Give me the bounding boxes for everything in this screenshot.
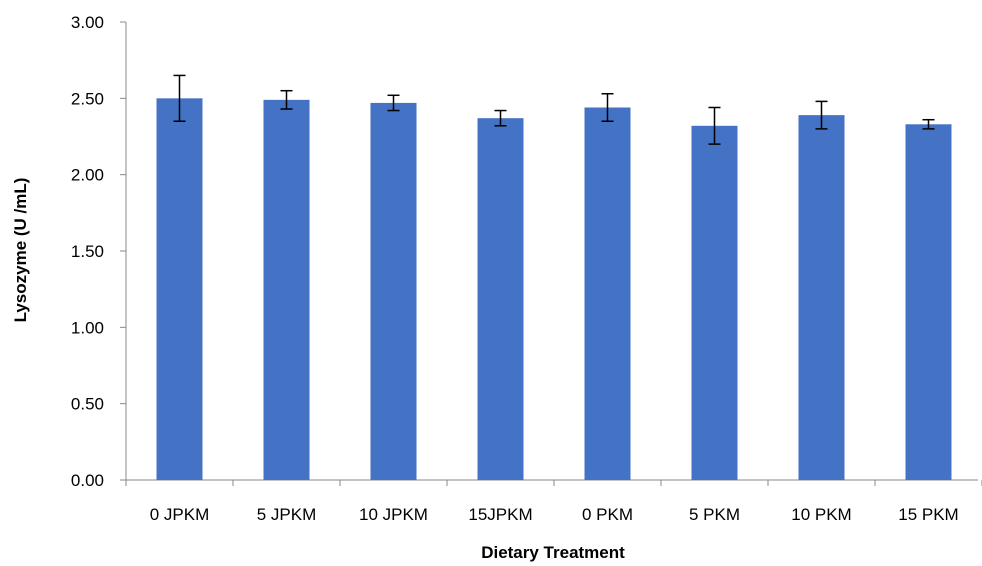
x-tick-label: 15 PKM xyxy=(898,505,958,524)
x-axis-title: Dietary Treatment xyxy=(481,543,625,562)
y-axis-title: Lysozyme (U /mL) xyxy=(11,178,30,323)
bar xyxy=(584,107,631,480)
bar xyxy=(370,102,417,480)
y-tick-label: 0.50 xyxy=(71,395,104,414)
x-tick-label: 10 JPKM xyxy=(359,505,428,524)
bar xyxy=(905,124,952,480)
y-tick-label: 0.00 xyxy=(71,471,104,490)
y-tick-label: 3.00 xyxy=(71,13,104,32)
x-tick-label: 5 JPKM xyxy=(257,505,317,524)
x-tick-label: 10 PKM xyxy=(791,505,851,524)
x-tick-label: 15JPKM xyxy=(468,505,532,524)
y-tick-label: 1.00 xyxy=(71,318,104,337)
bar xyxy=(691,125,738,481)
x-tick-label: 0 JPKM xyxy=(150,505,210,524)
y-tick-label: 2.00 xyxy=(71,166,104,185)
bar xyxy=(156,98,203,480)
bar xyxy=(798,115,845,481)
y-tick-label: 1.50 xyxy=(71,242,104,261)
x-tick-label: 5 PKM xyxy=(689,505,740,524)
bar xyxy=(263,99,310,481)
bar xyxy=(477,118,524,481)
y-tick-label: 2.50 xyxy=(71,89,104,108)
x-tick-label: 0 PKM xyxy=(582,505,633,524)
